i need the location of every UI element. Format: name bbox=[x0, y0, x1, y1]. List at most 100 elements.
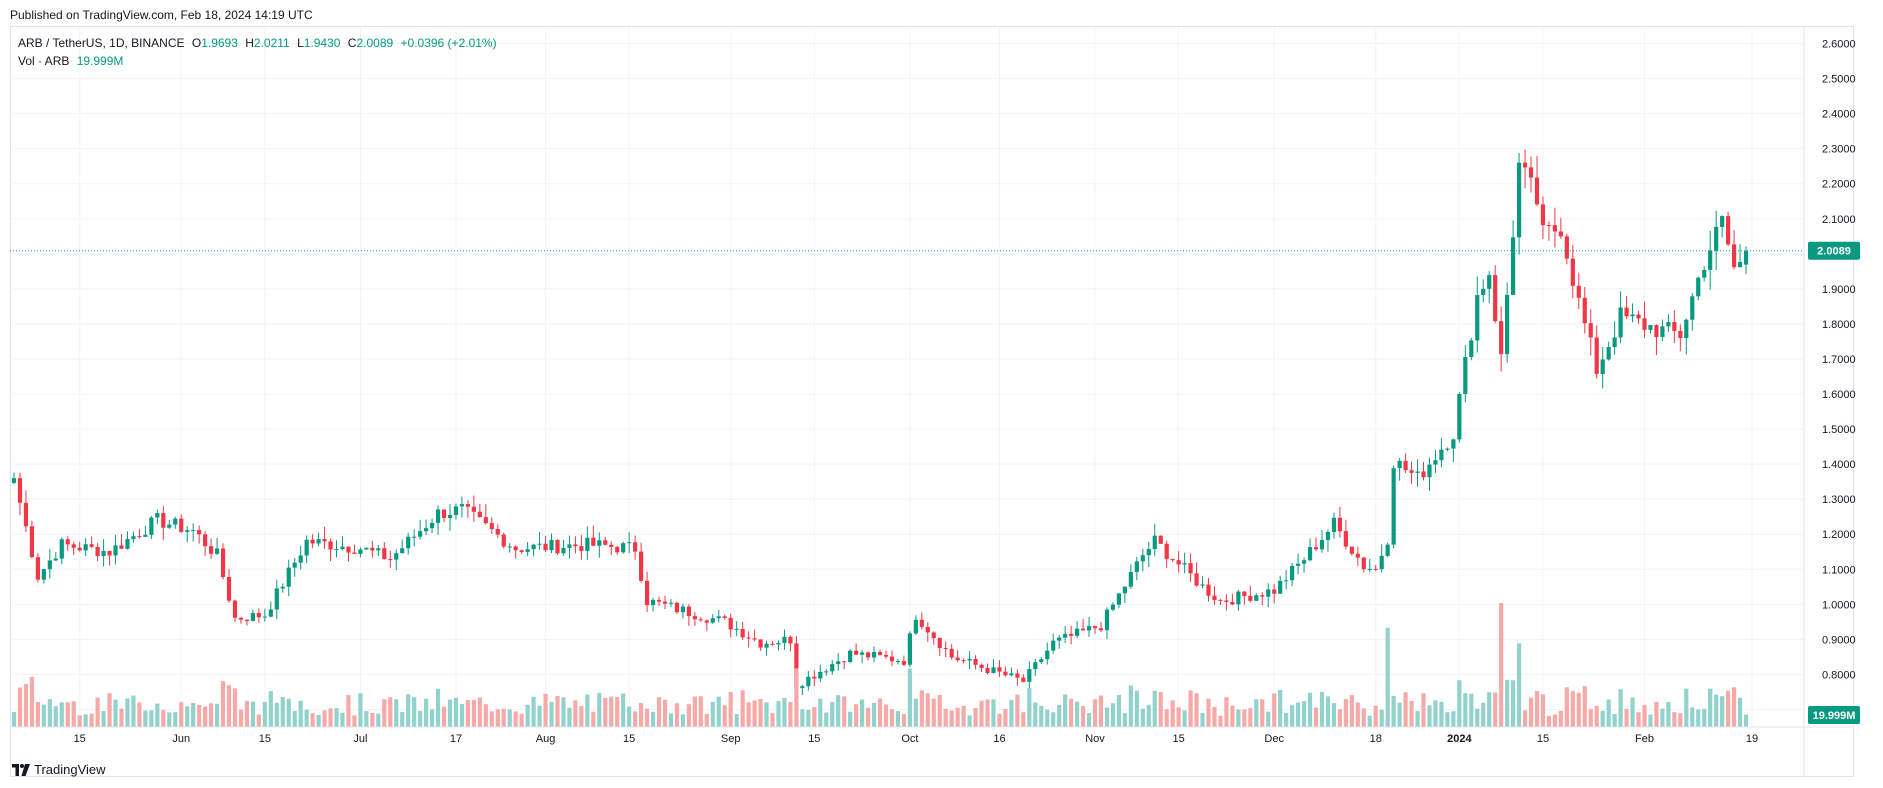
candle-body[interactable] bbox=[113, 545, 118, 556]
candle-body[interactable] bbox=[453, 506, 459, 516]
candle-body[interactable] bbox=[525, 549, 530, 553]
candle-body[interactable] bbox=[931, 632, 936, 639]
candle-body[interactable] bbox=[1415, 471, 1420, 473]
candle-body[interactable] bbox=[388, 559, 393, 561]
candle-body[interactable] bbox=[65, 539, 70, 545]
candle-body[interactable] bbox=[1260, 595, 1265, 597]
candle-body[interactable] bbox=[1313, 547, 1319, 550]
candle-body[interactable] bbox=[1170, 558, 1175, 561]
candle-body[interactable] bbox=[328, 541, 333, 550]
candle-body[interactable] bbox=[47, 560, 52, 570]
candle-body[interactable] bbox=[376, 548, 381, 551]
candle-body[interactable] bbox=[1660, 326, 1665, 337]
candle-body[interactable] bbox=[298, 555, 303, 563]
candle-body[interactable] bbox=[627, 542, 632, 544]
candle-body[interactable] bbox=[400, 548, 405, 554]
candle-body[interactable] bbox=[573, 544, 578, 547]
legend-volume-label[interactable]: Vol · ARB bbox=[18, 54, 70, 68]
candle-body[interactable] bbox=[1469, 340, 1474, 357]
candle-body[interactable] bbox=[41, 569, 46, 580]
candle-body[interactable] bbox=[23, 502, 29, 527]
candle-body[interactable] bbox=[137, 536, 142, 538]
candle-body[interactable] bbox=[824, 671, 829, 673]
candle-body[interactable] bbox=[1069, 633, 1074, 636]
candle-body[interactable] bbox=[818, 671, 823, 679]
candle-body[interactable] bbox=[1015, 673, 1020, 678]
candle-body[interactable] bbox=[346, 546, 351, 553]
candle-body[interactable] bbox=[1403, 460, 1408, 471]
candle-body[interactable] bbox=[1337, 517, 1342, 532]
candle-body[interactable] bbox=[1516, 162, 1522, 238]
candle-body[interactable] bbox=[334, 549, 339, 551]
candle-body[interactable] bbox=[1708, 250, 1713, 270]
candle-body[interactable] bbox=[1737, 261, 1743, 268]
candle-body[interactable] bbox=[1295, 563, 1301, 566]
candle-body[interactable] bbox=[1463, 356, 1468, 394]
candle-body[interactable] bbox=[167, 524, 172, 528]
candle-body[interactable] bbox=[883, 655, 889, 657]
candle-body[interactable] bbox=[125, 539, 130, 549]
candle-body[interactable] bbox=[394, 553, 399, 560]
candle-body[interactable] bbox=[1319, 540, 1325, 550]
candle-body[interactable] bbox=[322, 539, 327, 542]
candle-body[interactable] bbox=[740, 628, 745, 638]
candle-body[interactable] bbox=[1063, 633, 1068, 638]
candle-body[interactable] bbox=[1027, 669, 1032, 682]
candle-body[interactable] bbox=[1612, 337, 1617, 348]
candle-body[interactable] bbox=[1696, 277, 1701, 297]
candle-body[interactable] bbox=[764, 643, 769, 648]
candle-body[interactable] bbox=[1188, 563, 1193, 574]
candle-body[interactable] bbox=[59, 539, 64, 559]
candle-body[interactable] bbox=[901, 661, 906, 665]
candle-body[interactable] bbox=[770, 643, 775, 645]
candle-body[interactable] bbox=[1200, 584, 1205, 586]
candle-body[interactable] bbox=[1284, 580, 1289, 582]
candle-body[interactable] bbox=[209, 546, 214, 554]
tradingview-footer[interactable]: TradingView bbox=[12, 762, 106, 777]
candle-body[interactable] bbox=[1427, 464, 1432, 478]
candle-body[interactable] bbox=[173, 518, 178, 525]
candle-body[interactable] bbox=[591, 537, 596, 546]
candle-body[interactable] bbox=[1248, 595, 1253, 601]
candle-body[interactable] bbox=[316, 539, 321, 544]
candle-body[interactable] bbox=[53, 558, 58, 561]
candle-body[interactable] bbox=[1582, 297, 1587, 324]
candle-body[interactable] bbox=[662, 601, 668, 604]
candle-body[interactable] bbox=[1678, 330, 1683, 339]
candle-body[interactable] bbox=[746, 637, 751, 639]
candle-body[interactable] bbox=[352, 552, 357, 554]
candle-body[interactable] bbox=[1254, 595, 1259, 601]
candle-body[interactable] bbox=[507, 546, 512, 548]
candle-body[interactable] bbox=[29, 526, 35, 558]
candle-body[interactable] bbox=[161, 513, 166, 528]
candle-body[interactable] bbox=[1576, 285, 1581, 298]
candle-body[interactable] bbox=[220, 548, 226, 578]
candle-body[interactable] bbox=[985, 667, 990, 673]
candle-body[interactable] bbox=[1391, 468, 1396, 545]
candle-body[interactable] bbox=[262, 616, 267, 618]
candle-body[interactable] bbox=[1379, 555, 1384, 570]
candle-body[interactable] bbox=[107, 550, 112, 556]
candle-body[interactable] bbox=[1039, 659, 1044, 663]
candle-body[interactable] bbox=[1481, 288, 1486, 296]
candle-body[interactable] bbox=[704, 620, 709, 623]
candle-body[interactable] bbox=[710, 618, 715, 623]
candle-body[interactable] bbox=[310, 539, 315, 544]
candle-body[interactable] bbox=[621, 543, 626, 553]
candle-body[interactable] bbox=[1158, 535, 1163, 544]
candle-body[interactable] bbox=[1546, 225, 1552, 227]
candle-body[interactable] bbox=[794, 643, 799, 689]
candle-body[interactable] bbox=[1033, 662, 1038, 670]
candle-body[interactable] bbox=[1600, 359, 1605, 375]
candle-body[interactable] bbox=[734, 628, 739, 630]
candle-body[interactable] bbox=[471, 506, 476, 512]
candle-body[interactable] bbox=[358, 549, 363, 554]
candle-body[interactable] bbox=[1654, 325, 1659, 337]
candle-body[interactable] bbox=[95, 546, 100, 556]
candle-body[interactable] bbox=[1242, 591, 1247, 596]
candle-body[interactable] bbox=[1505, 294, 1510, 355]
candle-body[interactable] bbox=[639, 551, 644, 581]
candle-body[interactable] bbox=[997, 667, 1002, 672]
candle-body[interactable] bbox=[1355, 553, 1360, 558]
candle-body[interactable] bbox=[370, 547, 375, 551]
